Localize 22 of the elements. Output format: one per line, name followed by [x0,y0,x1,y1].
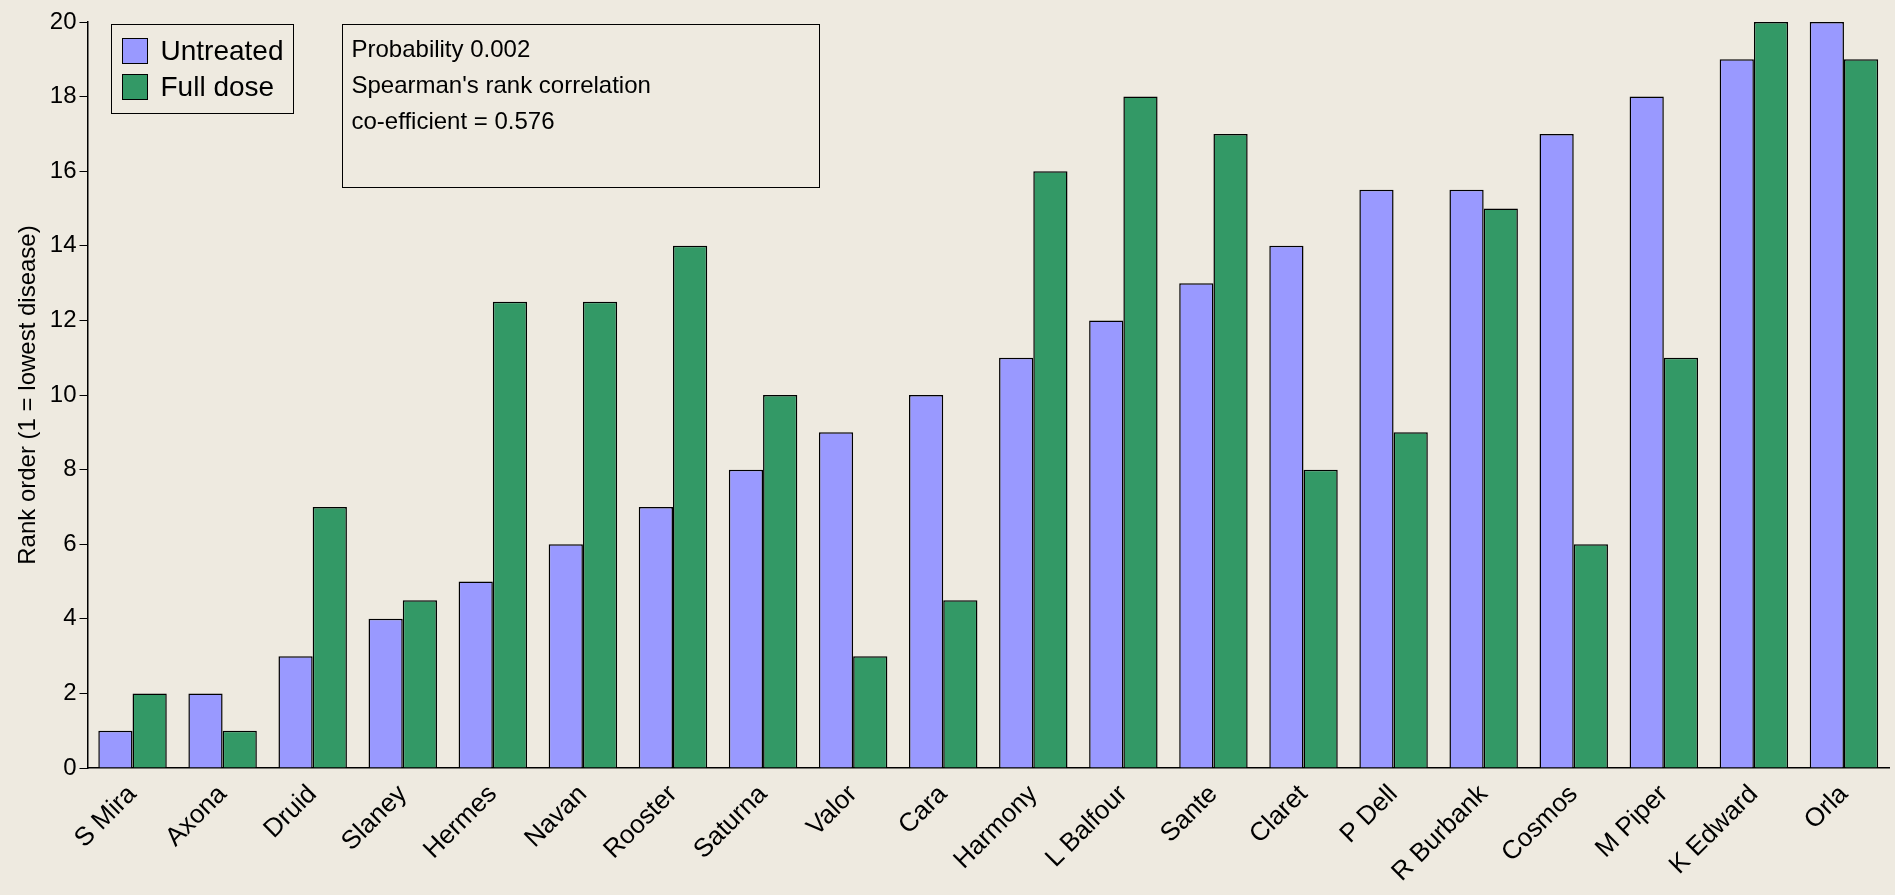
annotation: Probability 0.002 [351,34,532,64]
legend-label: Untreated [160,35,284,67]
note-box: Probability 0.002 Spearman's rank correlation co-efficient = 0.576 [342,24,821,188]
y-tick-label: 10 [49,379,77,407]
y-tick-label: 2 [63,678,77,706]
annotation: Spearman's rank correlation [351,70,652,100]
x-tick-label: S Mira [67,777,143,853]
y-tick-label: 4 [63,603,77,631]
x-tick-label: Cara [891,777,953,840]
y-axis-title: Rank order (1 = lowest disease) [13,225,41,565]
legend-label: Full dose [160,71,275,103]
y-tick-label: 16 [49,155,77,183]
x-tick-label: P Dell [1332,778,1403,849]
y-tick-label: 18 [49,81,77,109]
y-tick-label: 12 [49,305,77,333]
y-tick-label: 8 [63,454,77,482]
y-tick-label: 20 [49,6,77,34]
x-tick-label: Orla [1797,777,1854,835]
y-tick-label: 6 [63,528,77,556]
y-tick-label: 14 [49,230,77,258]
annotation: co-efficient = 0.576 [351,106,556,136]
y-tick-label: 0 [63,752,77,780]
